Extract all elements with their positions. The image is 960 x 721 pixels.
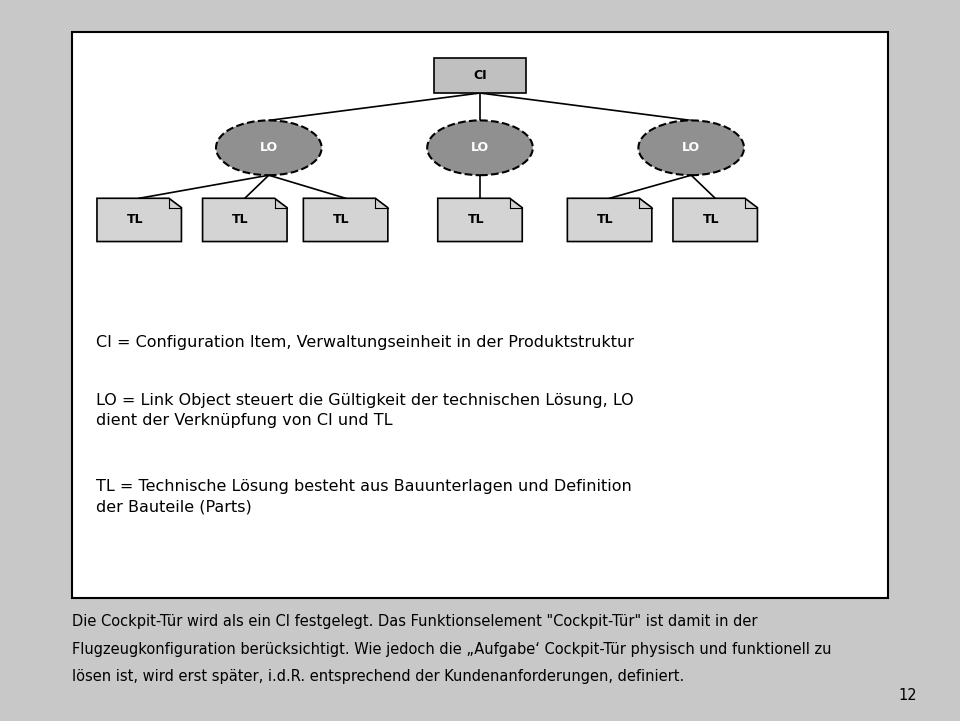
Text: lösen ist, wird erst später, i.d.R. entsprechend der Kundenanforderungen, defini: lösen ist, wird erst später, i.d.R. ents… [72,669,684,684]
Text: TL: TL [127,213,143,226]
Polygon shape [303,198,388,242]
Ellipse shape [638,120,744,175]
Text: TL: TL [703,213,719,226]
Polygon shape [438,198,522,242]
FancyBboxPatch shape [72,32,888,598]
Text: TL: TL [232,213,249,226]
Text: TL: TL [597,213,613,226]
Text: CI = Configuration Item, Verwaltungseinheit in der Produktstruktur: CI = Configuration Item, Verwaltungseinh… [96,335,634,350]
Text: Flugzeugkonfiguration berücksichtigt. Wie jedoch die „Aufgabe‘ Cockpit-Tür physi: Flugzeugkonfiguration berücksichtigt. Wi… [72,642,831,657]
Polygon shape [203,198,287,242]
Text: LO = Link Object steuert die Gültigkeit der technischen Lösung, LO
dient der Ver: LO = Link Object steuert die Gültigkeit … [96,393,634,428]
Text: TL: TL [333,213,349,226]
Text: TL = Technische Lösung besteht aus Bauunterlagen und Definition
der Bauteile (Pa: TL = Technische Lösung besteht aus Bauun… [96,479,632,514]
Text: CI: CI [473,69,487,82]
Ellipse shape [427,120,533,175]
Text: TL: TL [468,213,484,226]
Text: Die Cockpit-Tür wird als ein CI festgelegt. Das Funktionselement "Cockpit-Tür" i: Die Cockpit-Tür wird als ein CI festgele… [72,614,757,629]
Polygon shape [673,198,757,242]
Polygon shape [97,198,181,242]
Polygon shape [567,198,652,242]
Text: LO: LO [471,141,489,154]
Ellipse shape [216,120,322,175]
Text: 12: 12 [899,688,917,703]
FancyBboxPatch shape [434,58,526,93]
Text: LO: LO [683,141,700,154]
Text: LO: LO [260,141,277,154]
